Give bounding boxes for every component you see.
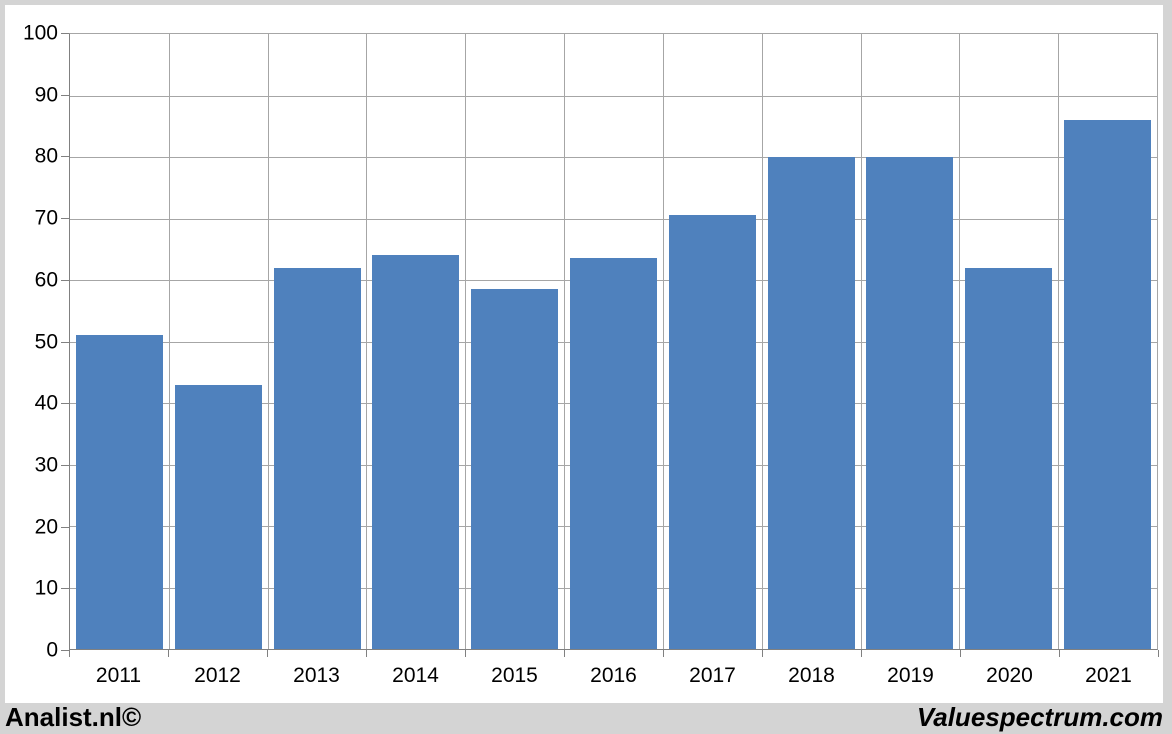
y-axis-tick-label: 80 bbox=[34, 144, 58, 168]
x-axis-tick-label: 2016 bbox=[590, 664, 637, 687]
bar-2019 bbox=[866, 157, 954, 649]
y-axis-tick-label: 90 bbox=[34, 83, 58, 107]
x-axis-tick bbox=[960, 650, 961, 657]
y-axis-tick bbox=[61, 218, 69, 220]
bar-2016 bbox=[569, 258, 657, 649]
bars-row bbox=[70, 34, 1157, 649]
gridline-vertical bbox=[662, 34, 664, 649]
x-axis-tick-label: 2011 bbox=[95, 664, 142, 687]
y-axis-tick-label: 40 bbox=[34, 391, 58, 415]
x-axis-tick bbox=[69, 650, 70, 657]
y-axis-tick-label: 60 bbox=[34, 268, 58, 292]
valuespectrum-credit-label: Valuespectrum.com bbox=[916, 702, 1163, 732]
bar-2013 bbox=[273, 267, 361, 649]
bar-column bbox=[1058, 34, 1157, 649]
y-axis-tick bbox=[61, 94, 69, 96]
gridline-vertical bbox=[761, 34, 763, 649]
y-axis-tick bbox=[61, 464, 69, 466]
x-axis-tick-label: 2020 bbox=[986, 664, 1033, 687]
y-axis-tick-label: 100 bbox=[22, 21, 58, 45]
analist-credit-label: Analist.nl© bbox=[5, 702, 142, 732]
bar-2014 bbox=[372, 255, 460, 649]
x-axis-tick-label: 2019 bbox=[887, 664, 934, 687]
y-axis-tick bbox=[61, 33, 69, 34]
x-axis-tick-label: 2021 bbox=[1085, 664, 1132, 687]
bar-column bbox=[861, 34, 960, 649]
y-axis-tick bbox=[61, 650, 69, 651]
y-axis-tick-label: 70 bbox=[34, 206, 58, 230]
bar-2015 bbox=[471, 289, 559, 649]
y-axis-tick-label: 30 bbox=[34, 453, 58, 477]
gridline-vertical bbox=[959, 34, 961, 649]
bar-2020 bbox=[965, 267, 1053, 649]
bar-2017 bbox=[668, 215, 756, 649]
x-axis-tick bbox=[366, 650, 367, 657]
x-axis-tick bbox=[861, 650, 862, 657]
bar-column bbox=[169, 34, 268, 649]
x-axis-tick bbox=[168, 650, 169, 657]
y-axis-tick bbox=[61, 341, 69, 343]
x-axis-tick bbox=[564, 650, 565, 657]
plot-area bbox=[69, 33, 1158, 650]
y-axis-tick-label: 10 bbox=[34, 576, 58, 600]
gridline-vertical bbox=[465, 34, 467, 649]
gridline-vertical bbox=[168, 34, 170, 649]
y-axis-tick bbox=[61, 279, 69, 281]
bar-2018 bbox=[767, 157, 855, 649]
y-axis-tick bbox=[61, 526, 69, 528]
x-axis-tick bbox=[1158, 650, 1159, 657]
gridline-vertical bbox=[860, 34, 862, 649]
y-axis-tick bbox=[61, 403, 69, 405]
y-axis-tick bbox=[61, 156, 69, 158]
x-axis-labels: 2011 2012 2013 2014 2015 2016 2017 2018 2019 2020… bbox=[69, 663, 1158, 689]
gridline-horizontal bbox=[70, 218, 1157, 220]
bar-column bbox=[70, 34, 169, 649]
x-axis-tick bbox=[762, 650, 763, 657]
gridline-vertical bbox=[564, 34, 566, 649]
gridline-vertical bbox=[1058, 34, 1060, 649]
x-axis-tick-label: 2013 bbox=[293, 664, 340, 687]
bar-2021 bbox=[1064, 120, 1151, 649]
footer: Analist.nl© Valuespectrum.com bbox=[0, 702, 1172, 734]
bar-column bbox=[762, 34, 861, 649]
x-axis-tick-label: 2015 bbox=[491, 664, 538, 687]
y-axis-tick-label: 20 bbox=[34, 515, 58, 539]
y-axis-tick bbox=[61, 588, 69, 590]
gridline-vertical bbox=[267, 34, 269, 649]
y-axis-tick-label: 50 bbox=[34, 330, 58, 353]
x-axis-tick-label: 2018 bbox=[788, 664, 835, 687]
bar-column bbox=[564, 34, 663, 649]
y-axis-tick-label: 0 bbox=[46, 638, 58, 662]
x-axis-tick-label: 2017 bbox=[689, 664, 736, 687]
gridline-horizontal bbox=[70, 157, 1157, 158]
gridline-vertical bbox=[366, 34, 368, 649]
x-axis-tick-label: 2014 bbox=[392, 664, 439, 687]
x-axis-tick bbox=[267, 650, 268, 657]
x-axis-tick bbox=[663, 650, 664, 657]
bar-column bbox=[366, 34, 465, 649]
x-axis-tick-label: 2012 bbox=[194, 664, 241, 687]
bar-column bbox=[959, 34, 1058, 649]
x-axis-tick bbox=[1059, 650, 1060, 657]
bar-column bbox=[268, 34, 367, 649]
bar-column bbox=[465, 34, 564, 649]
bar-2011 bbox=[75, 335, 163, 649]
x-axis-tick bbox=[465, 650, 466, 657]
gridline-horizontal bbox=[70, 95, 1157, 97]
bar-2012 bbox=[174, 384, 262, 649]
bar-column bbox=[663, 34, 762, 649]
